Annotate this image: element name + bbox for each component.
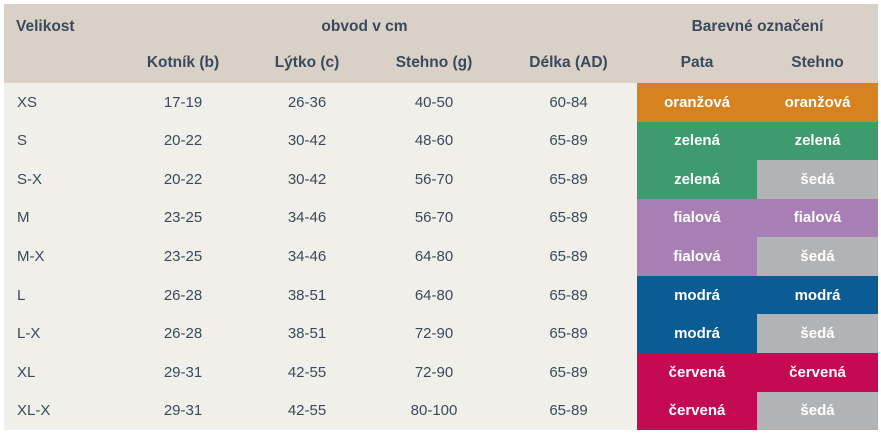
heel-color-cell: červená <box>637 352 757 392</box>
table-row: L-X 26-28 38-51 72-90 65-89 modrá šedá <box>4 314 878 353</box>
calf-value-cell: 34-46 <box>287 248 327 266</box>
heel-color-cell: zelená <box>637 121 757 161</box>
calf-value-cell: 30-42 <box>287 170 327 188</box>
size-cell: XL-X <box>17 402 51 420</box>
table-row: L 26-28 38-51 64-80 65-89 modrá modrá <box>4 275 878 315</box>
header-group-obvod: obvod v cm <box>321 18 408 35</box>
thigh-color-cell: zelená <box>757 121 878 161</box>
length-value-cell: 65-89 <box>549 325 588 343</box>
heel-color-cell: modrá <box>637 314 757 353</box>
calf-value-cell: 30-42 <box>287 132 327 150</box>
ankle-value-cell: 20-22 <box>163 170 203 188</box>
size-cell: S <box>17 132 28 150</box>
thigh-value-cell: 72-90 <box>414 325 454 343</box>
header-delka: Délka (AD) <box>529 54 608 71</box>
heel-color-cell: modrá <box>637 275 757 315</box>
size-cell: L-X <box>17 325 41 343</box>
table-row: XL 29-31 42-55 72-90 65-89 červená červe… <box>4 352 878 392</box>
length-value-cell: 65-89 <box>549 170 588 188</box>
table-row: XS 17-19 26-36 40-50 60-84 oranžová oran… <box>4 83 878 122</box>
ankle-value-cell: 29-31 <box>163 402 203 420</box>
calf-value-cell: 38-51 <box>287 325 327 343</box>
size-cell: L <box>17 286 26 304</box>
thigh-value-cell: 64-80 <box>414 286 454 304</box>
length-value-cell: 65-89 <box>549 402 588 420</box>
length-value-cell: 65-89 <box>549 286 588 304</box>
header-pata: Pata <box>680 54 714 71</box>
heel-color-cell: červená <box>637 391 757 431</box>
table-row: S 20-22 30-42 48-60 65-89 zelená zelená <box>4 121 878 161</box>
heel-color-cell: fialová <box>637 198 757 238</box>
thigh-value-cell: 80-100 <box>410 402 458 420</box>
header-kotnik: Kotník (b) <box>146 54 220 71</box>
thigh-color-cell: červená <box>757 352 878 392</box>
header-group-barevne-oznaceni: Barevné označení <box>691 18 824 35</box>
size-cell: XS <box>17 93 38 111</box>
length-value-cell: 65-89 <box>549 209 588 227</box>
size-cell: XL <box>17 363 36 381</box>
thigh-value-cell: 64-80 <box>414 248 454 266</box>
ankle-value-cell: 23-25 <box>163 209 203 227</box>
thigh-value-cell: 56-70 <box>414 170 454 188</box>
thigh-value-cell: 40-50 <box>414 93 454 111</box>
length-value-cell: 65-89 <box>549 363 588 381</box>
ankle-value-cell: 26-28 <box>163 325 203 343</box>
thigh-color-cell: modrá <box>757 275 878 315</box>
calf-value-cell: 38-51 <box>287 286 327 304</box>
header-velikost: Velikost <box>16 18 75 35</box>
size-cell: M-X <box>17 248 45 266</box>
table-header: Velikost obvod v cm Barevné označení Kot… <box>4 4 878 83</box>
calf-value-cell: 42-55 <box>287 363 327 381</box>
thigh-value-cell: 48-60 <box>414 132 454 150</box>
thigh-color-cell: oranžová <box>757 83 878 122</box>
calf-value-cell: 34-46 <box>287 209 327 227</box>
length-value-cell: 60-84 <box>549 93 588 111</box>
heel-color-cell: fialová <box>637 237 757 276</box>
table-row: M-X 23-25 34-46 64-80 65-89 fialová šedá <box>4 237 878 276</box>
ankle-value-cell: 26-28 <box>163 286 203 304</box>
thigh-value-cell: 72-90 <box>414 363 454 381</box>
calf-value-cell: 42-55 <box>287 402 327 420</box>
thigh-color-cell: šedá <box>757 237 878 276</box>
table: Velikost obvod v cm Barevné označení Kot… <box>4 4 878 431</box>
table-row: S-X 20-22 30-42 56-70 65-89 zelená šedá <box>4 160 878 199</box>
table-row: XL-X 29-31 42-55 80-100 65-89 červená še… <box>4 391 878 431</box>
size-cell: S-X <box>17 170 43 188</box>
table-body: XS 17-19 26-36 40-50 60-84 oranžová oran… <box>4 83 878 431</box>
thigh-color-cell: fialová <box>757 198 878 238</box>
ankle-value-cell: 17-19 <box>163 93 203 111</box>
ankle-value-cell: 29-31 <box>163 363 203 381</box>
thigh-value-cell: 56-70 <box>414 209 454 227</box>
heel-color-cell: zelená <box>637 160 757 199</box>
size-cell: M <box>17 209 30 227</box>
heel-color-cell: oranžová <box>637 83 757 122</box>
ankle-value-cell: 23-25 <box>163 248 203 266</box>
header-stehno: Stehno (g) <box>395 54 473 71</box>
header-stehno-color: Stehno <box>791 54 844 71</box>
ankle-value-cell: 20-22 <box>163 132 203 150</box>
thigh-color-cell: šedá <box>757 391 878 431</box>
thigh-color-cell: šedá <box>757 314 878 353</box>
calf-value-cell: 26-36 <box>287 93 327 111</box>
length-value-cell: 65-89 <box>549 132 588 150</box>
length-value-cell: 65-89 <box>549 248 588 266</box>
thigh-color-cell: šedá <box>757 160 878 199</box>
header-lytko: Lýtko (c) <box>274 54 340 71</box>
table-row: M 23-25 34-46 56-70 65-89 fialová fialov… <box>4 198 878 238</box>
